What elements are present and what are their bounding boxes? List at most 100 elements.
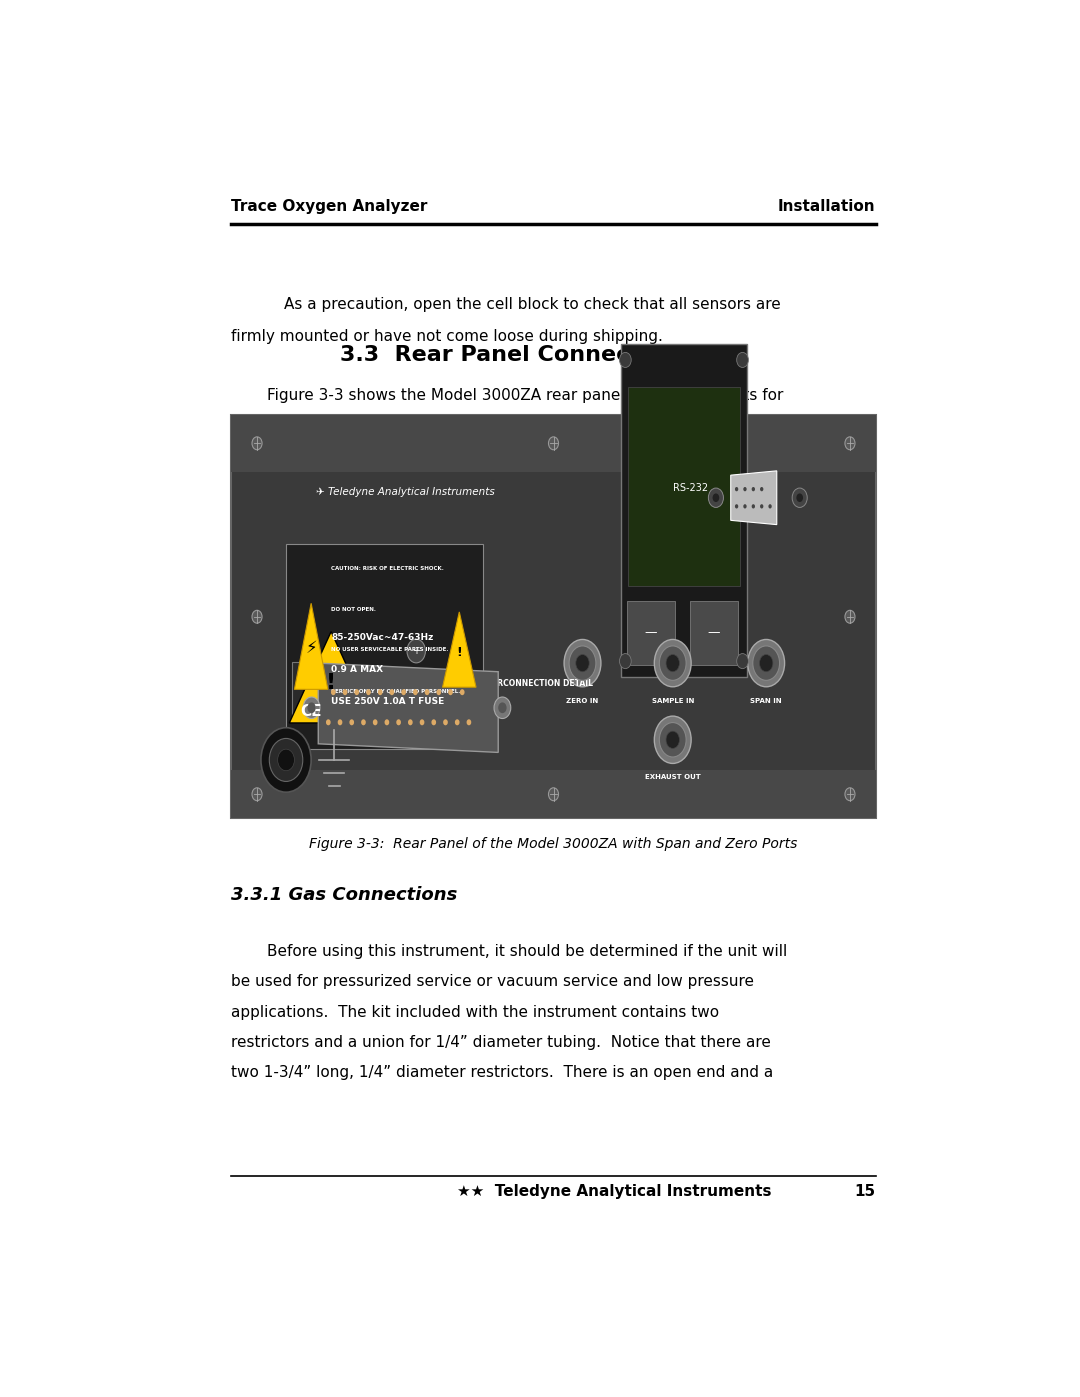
Circle shape: [659, 722, 686, 757]
FancyBboxPatch shape: [627, 387, 740, 585]
Circle shape: [455, 719, 460, 725]
Circle shape: [747, 640, 784, 687]
Polygon shape: [731, 471, 777, 525]
Circle shape: [759, 655, 773, 672]
Text: applications.  The kit included with the instrument contains two: applications. The kit included with the …: [231, 1004, 719, 1020]
Circle shape: [768, 504, 772, 509]
Text: 0.9 A MAX: 0.9 A MAX: [332, 665, 383, 675]
Text: ⚡: ⚡: [306, 640, 316, 658]
Polygon shape: [295, 604, 328, 689]
Circle shape: [494, 697, 511, 718]
Circle shape: [734, 504, 739, 509]
Circle shape: [549, 437, 558, 450]
Text: EXHAUST OUT: EXHAUST OUT: [645, 774, 701, 780]
Circle shape: [753, 645, 780, 680]
Circle shape: [760, 488, 764, 492]
FancyBboxPatch shape: [231, 415, 876, 819]
FancyBboxPatch shape: [231, 415, 876, 472]
Circle shape: [413, 689, 418, 696]
Text: —: —: [707, 626, 719, 638]
Circle shape: [252, 437, 262, 450]
Circle shape: [654, 640, 691, 687]
Circle shape: [666, 731, 679, 749]
FancyBboxPatch shape: [293, 662, 341, 722]
Circle shape: [424, 689, 430, 696]
Circle shape: [737, 352, 748, 367]
Circle shape: [792, 488, 807, 507]
Text: SPAN IN: SPAN IN: [751, 697, 782, 704]
Circle shape: [448, 689, 453, 696]
Text: not included on the standard model but are available as options.: not included on the standard model but a…: [231, 448, 728, 464]
Circle shape: [390, 689, 394, 696]
Text: ✈ Teledyne Analytical Instruments: ✈ Teledyne Analytical Instruments: [315, 486, 495, 497]
Text: SEE MANUAL FOR INTERCONNECTION DETAIL: SEE MANUAL FOR INTERCONNECTION DETAIL: [399, 679, 593, 687]
Circle shape: [743, 488, 746, 492]
Circle shape: [713, 493, 719, 502]
Circle shape: [752, 488, 755, 492]
Circle shape: [408, 719, 413, 725]
Circle shape: [384, 719, 389, 725]
Circle shape: [330, 689, 336, 696]
Circle shape: [361, 719, 366, 725]
Text: !: !: [326, 672, 336, 693]
Circle shape: [396, 719, 401, 725]
Polygon shape: [289, 631, 373, 724]
Circle shape: [760, 504, 764, 509]
Text: Before using this instrument, it should be determined if the unit will: Before using this instrument, it should …: [267, 944, 787, 960]
Text: !: !: [457, 647, 462, 659]
Text: ★★  Teledyne Analytical Instruments: ★★ Teledyne Analytical Instruments: [457, 1185, 772, 1199]
FancyBboxPatch shape: [231, 770, 876, 819]
Circle shape: [549, 788, 558, 800]
Circle shape: [659, 645, 686, 680]
Circle shape: [252, 610, 262, 623]
Circle shape: [303, 697, 320, 718]
Circle shape: [796, 493, 804, 502]
FancyBboxPatch shape: [621, 344, 746, 678]
Circle shape: [467, 719, 471, 725]
Text: NO USER SERVICEABLE PARTS INSIDE.: NO USER SERVICEABLE PARTS INSIDE.: [332, 647, 448, 652]
Circle shape: [407, 640, 426, 662]
Text: —: —: [644, 626, 657, 638]
Text: RS-232: RS-232: [673, 482, 707, 493]
Text: Figure 3-3 shows the Model 3000ZA rear panel.  There are ports for: Figure 3-3 shows the Model 3000ZA rear p…: [267, 388, 784, 404]
Circle shape: [261, 728, 311, 792]
Circle shape: [431, 719, 436, 725]
Circle shape: [366, 689, 370, 696]
Text: Trace Oxygen Analyzer: Trace Oxygen Analyzer: [231, 198, 428, 214]
Text: +: +: [413, 645, 420, 657]
Text: two 1-3/4” long, 1/4” diameter restrictors.  There is an open end and a: two 1-3/4” long, 1/4” diameter restricto…: [231, 1065, 773, 1080]
Circle shape: [378, 689, 382, 696]
FancyBboxPatch shape: [286, 545, 483, 749]
Circle shape: [354, 689, 360, 696]
Circle shape: [620, 352, 631, 367]
Circle shape: [278, 749, 295, 771]
Text: Figure 3-3:  Rear Panel of the Model 3000ZA with Span and Zero Ports: Figure 3-3: Rear Panel of the Model 3000…: [309, 837, 798, 851]
Circle shape: [620, 654, 631, 669]
Circle shape: [845, 437, 855, 450]
Text: SERVICE ONLY BY QUALIFIED PERSONNEL.: SERVICE ONLY BY QUALIFIED PERSONNEL.: [332, 689, 460, 693]
Text: 3.3.1 Gas Connections: 3.3.1 Gas Connections: [231, 886, 458, 904]
Circle shape: [326, 719, 330, 725]
Text: 15: 15: [854, 1185, 876, 1199]
Circle shape: [338, 719, 342, 725]
Text: ZERO IN: ZERO IN: [566, 697, 598, 704]
Circle shape: [666, 655, 679, 672]
Circle shape: [498, 703, 507, 712]
Circle shape: [576, 655, 590, 672]
Text: USE 250V 1.0A T FUSE: USE 250V 1.0A T FUSE: [332, 697, 444, 707]
Text: CAUTION: RISK OF ELECTRIC SHOCK.: CAUTION: RISK OF ELECTRIC SHOCK.: [332, 566, 444, 570]
Circle shape: [402, 689, 406, 696]
Text: firmly mounted or have not come loose during shipping.: firmly mounted or have not come loose du…: [231, 330, 663, 344]
Circle shape: [373, 719, 378, 725]
Text: restrictors and a union for 1/4” diameter tubing.  Notice that there are: restrictors and a union for 1/4” diamete…: [231, 1035, 771, 1049]
Text: DO NOT OPEN.: DO NOT OPEN.: [332, 606, 376, 612]
Circle shape: [737, 654, 748, 669]
Circle shape: [460, 689, 464, 696]
Text: gas, power, and equipment interface.  The Zero In and Span In ports are: gas, power, and equipment interface. The…: [231, 418, 787, 433]
Circle shape: [308, 703, 315, 712]
Text: CE: CE: [300, 704, 322, 719]
Circle shape: [420, 719, 424, 725]
Circle shape: [564, 640, 600, 687]
Circle shape: [569, 645, 596, 680]
FancyBboxPatch shape: [627, 601, 675, 665]
